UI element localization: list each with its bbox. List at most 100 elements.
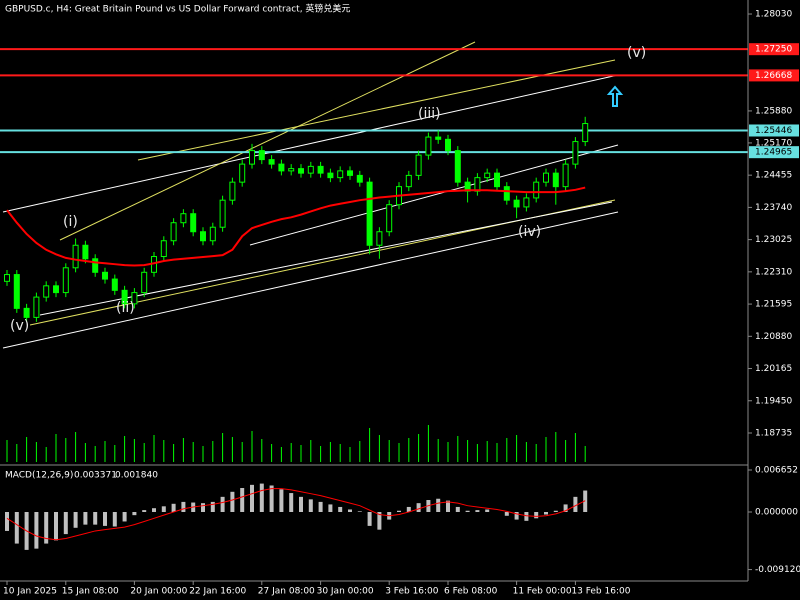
candle-body	[62, 267, 69, 294]
macd-bar	[544, 512, 548, 515]
macd-y-tick-label: 0.000000	[755, 508, 798, 518]
candle-body	[494, 172, 500, 188]
macd-bar	[367, 512, 372, 526]
level-tag	[749, 146, 799, 159]
candle-body	[170, 222, 177, 242]
macd-bar	[416, 503, 421, 513]
level-tag	[749, 124, 799, 137]
y-tick-label: 1.21595	[755, 300, 792, 310]
candle-body	[347, 170, 353, 176]
macd-bar	[122, 512, 127, 522]
macd-bar	[103, 512, 107, 526]
macd-bar	[504, 512, 509, 516]
x-tick-label: 27 Jan 08:00	[258, 587, 315, 597]
candle-body	[131, 292, 138, 305]
candle-body	[102, 271, 108, 280]
macd-bar	[514, 512, 519, 520]
macd-bar	[436, 498, 441, 513]
macd-bar	[583, 490, 588, 513]
macd-bar	[308, 499, 313, 513]
macd-bar	[63, 512, 68, 535]
candle-body	[82, 244, 89, 260]
candle-body	[503, 186, 510, 201]
candle-body	[474, 177, 481, 192]
macd-bar	[44, 512, 49, 544]
up-arrow	[606, 85, 624, 107]
candle-body	[33, 296, 40, 318]
y-tick-label: 1.22310	[755, 267, 792, 277]
candle-body	[572, 141, 579, 165]
candle-body	[454, 150, 461, 183]
candle-body	[484, 172, 491, 179]
candle-body	[356, 174, 363, 183]
channel-line	[249, 144, 619, 246]
candle-body	[43, 285, 50, 298]
macd-bar	[171, 503, 176, 513]
candle-body	[288, 168, 295, 172]
macd-signal-value: 0.001840	[115, 471, 158, 481]
macd-bar	[455, 506, 460, 513]
macd-y-tick-label: -0.009120	[755, 565, 800, 575]
candle-body	[386, 204, 393, 233]
macd-bar	[377, 512, 382, 530]
candle-body	[425, 136, 432, 156]
macd-bar	[289, 493, 294, 513]
channel-line	[2, 211, 619, 349]
candle-body	[160, 240, 167, 258]
macd-bar	[279, 489, 284, 513]
macd-bar	[181, 501, 186, 513]
candle-body	[298, 168, 304, 174]
y-tick-label: 1.25880	[755, 106, 792, 116]
y-tick-label: 1.20880	[755, 332, 792, 342]
candle-body	[111, 278, 118, 291]
candle-body	[435, 136, 442, 140]
candle-body	[239, 163, 246, 183]
macd-bar	[465, 510, 470, 513]
macd-bar	[142, 510, 147, 513]
candle-body	[582, 123, 589, 143]
candle-body	[562, 163, 569, 188]
candle-body	[180, 213, 187, 224]
candle-body	[445, 138, 451, 152]
candle-body	[13, 274, 20, 309]
y-tick-label: 1.28030	[755, 10, 792, 20]
plot	[0, 48, 748, 550]
level-label: 1.26668	[755, 71, 792, 81]
macd-bar	[230, 491, 235, 513]
x-tick-label: 13 Feb 16:00	[571, 587, 630, 597]
candle-body	[258, 150, 265, 161]
candle-body	[543, 172, 549, 183]
macd-bar	[338, 506, 343, 513]
x-tick-label: 3 Feb 16:00	[385, 587, 439, 597]
level-tag	[749, 69, 799, 82]
macd-bar	[5, 512, 9, 531]
macd-bar	[201, 503, 205, 513]
x-tick-label: 30 Jan 00:00	[317, 587, 374, 597]
x-tick-label: 11 Feb 00:00	[513, 587, 572, 597]
macd-bar	[328, 504, 333, 513]
macd-y-tick-label: 0.006652	[755, 466, 798, 476]
macd-bar	[73, 512, 78, 528]
candle-body	[190, 213, 197, 233]
macd-bar	[485, 509, 490, 513]
macd-signal	[6, 488, 586, 541]
wave-label: (v)	[627, 45, 646, 61]
candle-body	[209, 226, 216, 242]
macd-bar	[475, 510, 480, 513]
macd-bar	[299, 496, 303, 513]
y-tick-label: 1.25170	[755, 138, 792, 148]
macd-bar	[553, 510, 558, 513]
wave-label: (ii)	[116, 300, 135, 316]
macd-label: MACD(12,26,9)	[5, 471, 73, 481]
y-tick-label: 1.19450	[755, 396, 792, 406]
macd-bar	[250, 484, 254, 513]
candle-body	[229, 181, 236, 201]
macd-bar	[397, 510, 401, 513]
level-label: 1.24965	[755, 148, 792, 158]
candle-body	[4, 274, 10, 282]
macd-bar	[357, 511, 362, 513]
candle-body	[92, 258, 99, 273]
candle-body	[268, 159, 275, 165]
macd-bar	[573, 496, 578, 513]
